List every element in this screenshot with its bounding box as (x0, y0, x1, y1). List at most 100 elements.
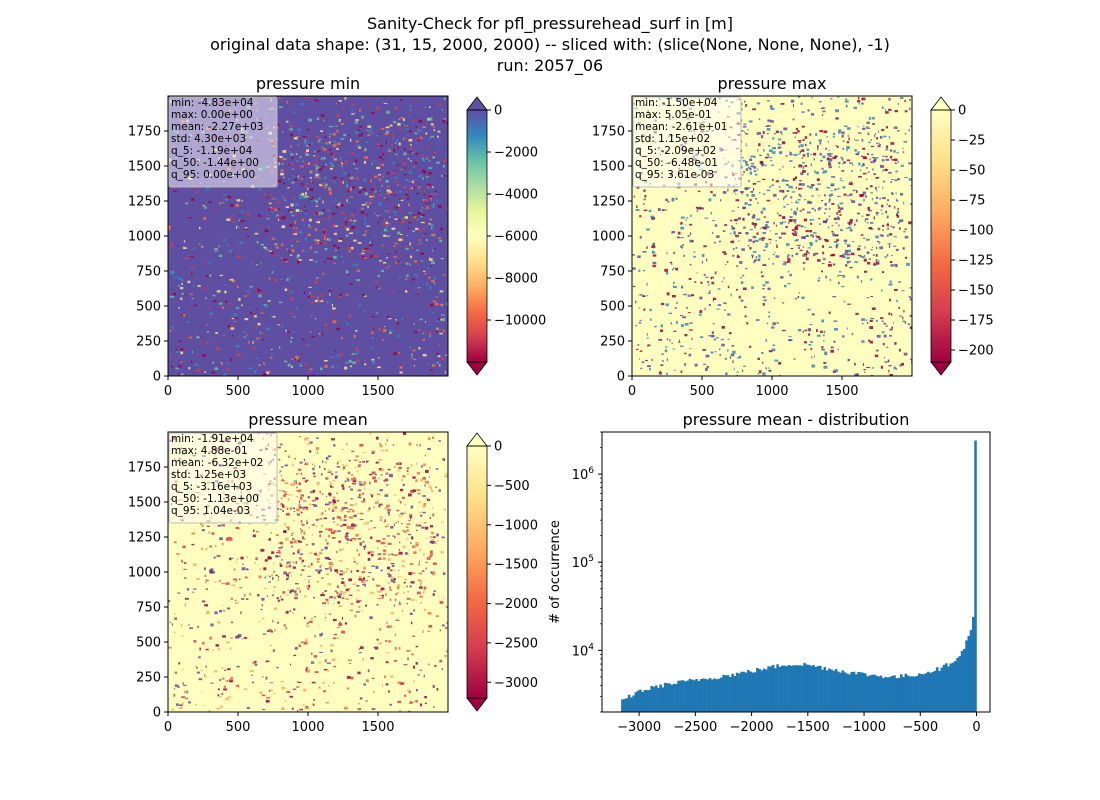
histogram-bar (623, 698, 626, 712)
histogram-bar (621, 699, 624, 712)
histogram-bar (711, 679, 714, 712)
colorbar: 0 −500 −1000 −1500 −2000 −2500 −3000 (466, 432, 538, 712)
colorbar-tick-label: −100 (958, 224, 994, 239)
histogram-bar (974, 440, 977, 712)
histogram-bar (726, 675, 730, 712)
histogram-bar (792, 665, 795, 712)
histogram-bar (672, 683, 676, 712)
histogram-bar (846, 673, 849, 712)
y-tick-label: 1250 (128, 531, 161, 546)
histogram-bar (812, 665, 815, 712)
histogram-bar (652, 686, 656, 712)
histogram-bar (715, 679, 719, 712)
histogram-bar (690, 679, 694, 712)
histogram-bar (704, 678, 707, 712)
histogram-bar (771, 664, 775, 712)
x-tick-label: 0 (164, 384, 172, 399)
histogram-bar (762, 668, 766, 712)
y-tick-label: 500 (136, 300, 161, 315)
histogram-bar (787, 665, 791, 712)
y-tick-label: 1750 (128, 461, 161, 476)
histogram-bar (857, 671, 860, 712)
histogram-bar (702, 678, 705, 712)
histogram-bar (922, 674, 926, 712)
colorbar-tick-label: −1500 (494, 558, 538, 573)
histogram-bar (956, 657, 959, 712)
histogram-bar (852, 671, 856, 712)
histogram-bar (821, 669, 824, 712)
y-tick-label: 1500 (128, 496, 161, 511)
histogram-bar (816, 665, 820, 712)
histogram-bar (738, 673, 741, 712)
histogram-bar (805, 664, 809, 712)
heatmap-panel-1: pressure min 0 500 1000 1500 0 250 500 750 1000 12… (128, 74, 546, 399)
stats-line: q_5: -3.16e+03 (171, 481, 252, 493)
histogram-bar (929, 672, 932, 712)
stats-line: std: 1.25e+03 (171, 469, 246, 481)
histogram-bar (888, 676, 892, 712)
y-tick-label: 0 (617, 370, 625, 385)
stats-box-background (168, 432, 278, 524)
histogram-bar (778, 666, 782, 712)
y-tick-label: 750 (136, 265, 161, 280)
histogram-bar (873, 674, 876, 712)
histogram-bar (940, 667, 944, 712)
stats-line: max: 4.88e-01 (171, 445, 248, 457)
stats-line: min: -4.83e+04 (171, 97, 254, 109)
x-tick-label: 1000 (291, 720, 324, 735)
histogram-bar (742, 671, 746, 712)
histogram-bar (666, 683, 669, 712)
y-tick-label: 250 (136, 335, 161, 350)
histogram-bar (753, 672, 757, 712)
colorbar-extend-min (466, 361, 488, 376)
histogram-bar (920, 674, 923, 712)
y-tick-label: 250 (600, 335, 625, 350)
histogram-bar (789, 665, 793, 712)
histogram-bar (909, 676, 912, 712)
y-tick-label: 1000 (128, 230, 161, 245)
histogram-bar (913, 676, 917, 712)
x-tick-label: −2500 (673, 720, 717, 735)
histogram-bar (855, 674, 858, 712)
histogram-bar (868, 675, 872, 712)
stats-line: q_50: -1.44e+00 (171, 157, 259, 169)
stats-line: mean: -2.27e+03 (171, 121, 263, 133)
colorbar-tick-label: −75 (958, 194, 985, 209)
histogram-bar (886, 677, 890, 712)
x-tick-label: 500 (690, 384, 715, 399)
histogram-bar (679, 680, 683, 712)
histogram-bar (699, 679, 703, 712)
histogram-bar (776, 664, 779, 712)
subplot-title: pressure min (256, 74, 360, 93)
histogram-bar (769, 666, 773, 712)
histogram-bar (661, 687, 665, 712)
stats-line: q_50: -6.48e-01 (635, 157, 718, 169)
histogram-bar (931, 671, 935, 712)
histogram-bar (904, 673, 908, 712)
histogram-bar (695, 679, 698, 712)
histogram-bar (796, 665, 800, 712)
histogram-bar (697, 681, 701, 712)
histogram-bar (972, 616, 975, 712)
colorbar-tick-label: −50 (958, 164, 985, 179)
histogram-bar (803, 662, 806, 712)
histogram-bar (891, 675, 894, 712)
y-tick-label: 1500 (128, 160, 161, 175)
histogram-bar (740, 671, 743, 712)
y-tick-label: 1750 (592, 125, 625, 140)
histogram-bar (906, 675, 910, 712)
y-tick-label: 104 (572, 642, 595, 659)
histogram-bar (859, 672, 863, 712)
histogram-bar (870, 674, 874, 712)
y-tick-label: 0 (153, 370, 161, 385)
histogram-bar (924, 673, 928, 712)
histogram-bar (848, 674, 851, 712)
colorbar-tick-label: −10000 (494, 314, 546, 329)
histogram-bar (785, 666, 788, 712)
x-tick-label: 500 (226, 384, 251, 399)
histogram-bar (949, 663, 953, 712)
histogram-bar (960, 650, 964, 712)
histogram-bar (866, 676, 869, 712)
